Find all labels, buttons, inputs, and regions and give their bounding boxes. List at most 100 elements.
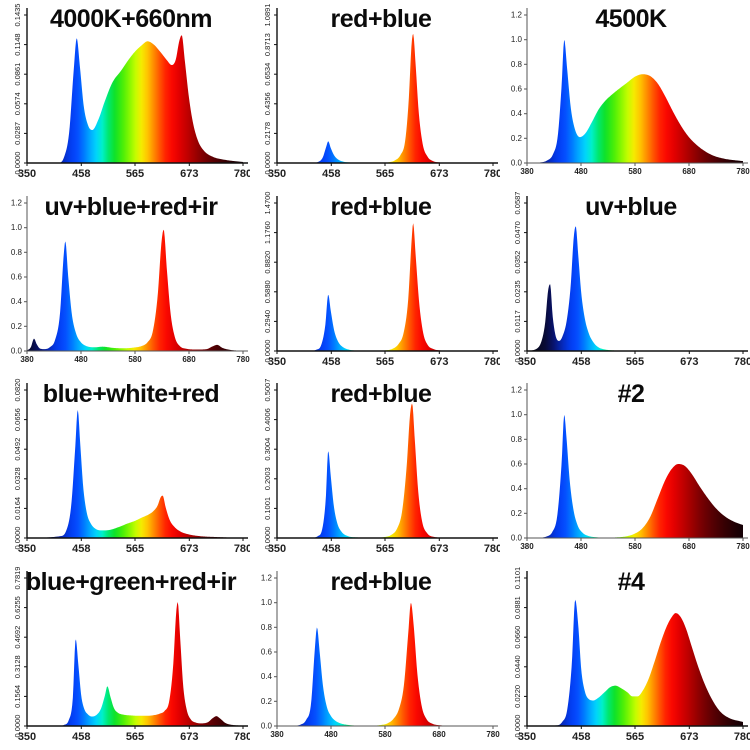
svg-text:1.2: 1.2: [511, 11, 523, 20]
svg-text:565: 565: [126, 168, 144, 180]
svg-text:458: 458: [72, 543, 90, 555]
svg-text:0.2: 0.2: [261, 696, 273, 705]
spectrum-chart-4000k-660nm: 4000K+660nm 0.0000 0.0287 0.0574 0.0861 0.11…: [0, 0, 250, 188]
svg-text:458: 458: [322, 168, 340, 180]
svg-text:380: 380: [520, 167, 534, 176]
svg-text:0.0235: 0.0235: [513, 280, 522, 303]
spectrum-plot-svg: 0.0000 0.0117 0.0235 0.0352 0.0470 0.0587 350 4…: [513, 191, 750, 368]
svg-text:350: 350: [18, 731, 36, 743]
svg-text:0.0000: 0.0000: [513, 339, 522, 362]
svg-text:0.2940: 0.2940: [263, 309, 272, 332]
svg-text:0.0492: 0.0492: [13, 438, 22, 461]
spectrum-chart-uv-blue: uv+blue 0.0000 0.0117 0.0235 0.0352 0.0470 0.…: [500, 188, 750, 376]
svg-text:0.8: 0.8: [11, 247, 23, 256]
svg-text:673: 673: [430, 543, 448, 555]
spectrum-plot-svg: 0.0000 0.2178 0.4356 0.6534 0.8713 1.0891 350 4…: [263, 4, 500, 180]
svg-text:0.1001: 0.1001: [263, 497, 272, 520]
svg-text:0.1435: 0.1435: [13, 4, 22, 27]
svg-text:0.0440: 0.0440: [513, 655, 522, 678]
svg-text:1.0: 1.0: [511, 410, 523, 419]
spectrum-chart-red-blue-1: red+blue 0.0000 0.2178 0.4356 0.6534 0.8713 1…: [250, 0, 500, 188]
svg-text:780: 780: [236, 355, 250, 364]
svg-text:565: 565: [126, 731, 144, 743]
svg-text:458: 458: [572, 356, 590, 368]
chart-title: red+blue: [330, 5, 432, 33]
svg-text:0.0861: 0.0861: [13, 63, 22, 86]
chart-title: red+blue: [330, 380, 432, 408]
svg-text:1.4700: 1.4700: [263, 191, 272, 214]
svg-text:565: 565: [626, 356, 644, 368]
svg-text:350: 350: [18, 168, 36, 180]
svg-text:458: 458: [322, 356, 340, 368]
svg-text:1.0: 1.0: [511, 35, 523, 44]
svg-text:673: 673: [680, 356, 698, 368]
spectrum-chart-blue-white-red: blue+white+red 0.0000 0.0164 0.0328 0.0492 0…: [0, 375, 250, 563]
chart-title: #4: [617, 567, 645, 596]
svg-text:680: 680: [182, 355, 196, 364]
svg-text:0.0574: 0.0574: [13, 92, 22, 115]
svg-text:0.0220: 0.0220: [513, 684, 522, 707]
svg-text:380: 380: [520, 542, 534, 551]
spectrum-chart-number-2: #2 0.0 0.2 0.4 0.6 0.8 1.0 1.2 380 480 580 680 780: [500, 375, 750, 563]
svg-text:780: 780: [734, 731, 750, 743]
svg-text:0.2003: 0.2003: [263, 467, 272, 490]
spectrum-chart-blue-green-red-ir: blue+green+red+ir 0.0000 0.1564 0.3128 0.46…: [0, 563, 250, 750]
chart-title: red+blue: [330, 567, 432, 596]
svg-text:0.2: 0.2: [511, 134, 523, 143]
svg-text:580: 580: [628, 167, 642, 176]
svg-text:0.3128: 0.3128: [13, 655, 22, 678]
svg-text:458: 458: [72, 168, 90, 180]
chart-title: #2: [617, 380, 645, 408]
svg-text:0.1101: 0.1101: [513, 566, 522, 588]
svg-text:1.0: 1.0: [11, 223, 23, 232]
svg-text:458: 458: [572, 731, 590, 743]
svg-text:1.0: 1.0: [261, 598, 273, 607]
svg-text:780: 780: [484, 168, 500, 180]
spectrum-chart-red-blue-3: red+blue 0.0000 0.1001 0.2003 0.3004 0.4006 0…: [250, 375, 500, 563]
spectrum-plot-svg: 0.0000 0.0287 0.0574 0.0861 0.1148 0.1435 350 4…: [13, 4, 250, 180]
svg-text:350: 350: [518, 356, 536, 368]
svg-text:580: 580: [378, 730, 392, 739]
svg-text:0.6255: 0.6255: [13, 596, 22, 619]
svg-text:565: 565: [376, 356, 394, 368]
svg-text:350: 350: [268, 543, 286, 555]
svg-text:673: 673: [180, 731, 198, 743]
spectrum-chart-uv-blue-red-ir: uv+blue+red+ir 0.0 0.2 0.4 0.6 0.8 1.0 1.2 380 4…: [0, 188, 250, 376]
svg-text:380: 380: [20, 355, 34, 364]
svg-text:0.8713: 0.8713: [263, 33, 272, 56]
svg-text:0.2: 0.2: [511, 509, 523, 518]
svg-text:0.0820: 0.0820: [13, 379, 22, 402]
svg-text:0.6: 0.6: [511, 85, 523, 94]
svg-text:673: 673: [430, 356, 448, 368]
spectrum-plot-svg: 0.0000 0.2940 0.5880 0.8820 1.1760 1.4700 350 4…: [263, 191, 500, 368]
svg-text:1.2: 1.2: [11, 198, 23, 207]
svg-text:0.6534: 0.6534: [263, 63, 272, 86]
spectrum-plot-svg: 0.0000 0.0220 0.0440 0.0660 0.0881 0.1101 350 4…: [513, 566, 750, 743]
svg-text:350: 350: [268, 168, 286, 180]
svg-text:0.7819: 0.7819: [13, 566, 22, 589]
svg-text:680: 680: [682, 167, 696, 176]
svg-text:0.0352: 0.0352: [513, 250, 522, 273]
svg-text:780: 780: [234, 543, 250, 555]
spectrum-chart-number-4: #4 0.0000 0.0220 0.0440 0.0660 0.0881 0.1101 3…: [500, 563, 750, 750]
svg-text:0.1564: 0.1564: [13, 684, 22, 707]
svg-text:673: 673: [180, 543, 198, 555]
spectrum-chart-red-blue-2: red+blue 0.0000 0.2940 0.5880 0.8820 1.1760 1…: [250, 188, 500, 376]
spectrum-chart-red-blue-4: red+blue 0.0 0.2 0.4 0.6 0.8 1.0 1.2 380 480 580 6…: [250, 563, 500, 750]
svg-text:580: 580: [128, 355, 142, 364]
svg-text:0.1148: 0.1148: [13, 33, 22, 55]
svg-text:0.3004: 0.3004: [263, 438, 272, 461]
svg-text:0.4006: 0.4006: [263, 408, 272, 431]
svg-text:0.0: 0.0: [511, 534, 523, 543]
svg-text:565: 565: [626, 731, 644, 743]
svg-text:0.0000: 0.0000: [513, 714, 522, 737]
svg-text:565: 565: [376, 543, 394, 555]
svg-text:0.0000: 0.0000: [13, 714, 22, 737]
svg-text:350: 350: [18, 543, 36, 555]
svg-text:0.4: 0.4: [261, 672, 273, 681]
chart-title: red+blue: [330, 192, 432, 221]
svg-text:0.0: 0.0: [261, 721, 273, 730]
svg-text:780: 780: [736, 542, 750, 551]
spectrum-plot-svg: 0.0000 0.1001 0.2003 0.3004 0.4006 0.5007 350 4…: [263, 379, 500, 555]
